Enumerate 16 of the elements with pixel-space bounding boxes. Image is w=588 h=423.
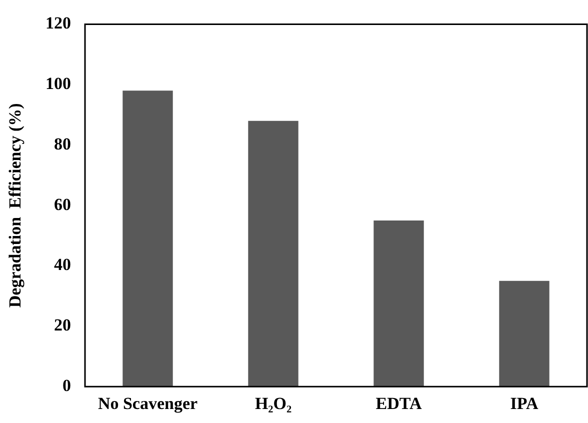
y-axis-title: Degradation Efficiency (%) [6, 103, 25, 308]
x-tick-label: EDTA [376, 394, 422, 414]
x-tick-label: IPA [510, 394, 539, 414]
bar [499, 280, 550, 387]
y-tick-label: 80 [54, 134, 71, 154]
bar [122, 90, 173, 387]
bar [374, 220, 424, 387]
bar [248, 120, 298, 387]
y-tick-label: 40 [54, 255, 71, 274]
y-tick-label: 120 [46, 14, 71, 33]
x-tick-label: H₂O₂ [254, 394, 292, 414]
y-tick-label: 60 [54, 194, 71, 214]
y-tick-label: 0 [62, 376, 71, 395]
x-tick-label: No Scavenger [98, 394, 198, 414]
y-tick-label: 100 [46, 74, 71, 93]
y-tick-label: 20 [54, 316, 71, 335]
